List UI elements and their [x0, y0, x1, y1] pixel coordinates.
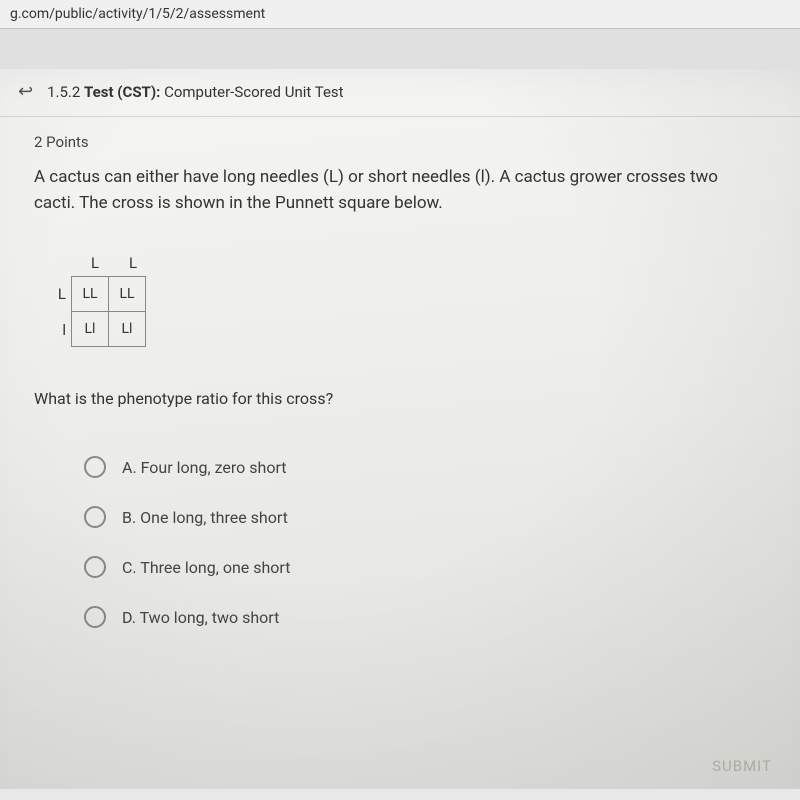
url-text: g.com/public/activity/1/5/2/assessment: [10, 6, 265, 22]
test-label: Test (CST):: [84, 83, 160, 101]
back-icon[interactable]: ↪: [18, 81, 33, 102]
sub-question: What is the phenotype ratio for this cro…: [34, 389, 770, 408]
option-label: Two long, two short: [140, 608, 280, 627]
option-letter: D.: [122, 608, 136, 627]
option-letter: C.: [122, 558, 137, 577]
assessment-page: ↪ 1.5.2 Test (CST): Computer-Scored Unit…: [0, 69, 800, 789]
test-name: Computer-Scored Unit Test: [164, 83, 343, 101]
cell-1-1: Ll: [108, 311, 146, 347]
option-label: Three long, one short: [140, 558, 290, 577]
option-label: Four long, zero short: [141, 458, 287, 477]
option-text-c: C. Three long, one short: [122, 558, 290, 577]
option-b[interactable]: B. One long, three short: [84, 506, 770, 528]
test-header: ↪ 1.5.2 Test (CST): Computer-Scored Unit…: [0, 69, 800, 117]
radio-icon: [84, 606, 106, 628]
row-label-1: l: [42, 321, 72, 339]
radio-icon: [84, 556, 106, 578]
punnett-top-labels: L L: [76, 254, 770, 276]
content-area: 2 Points A cactus can either have long n…: [0, 117, 800, 628]
points-label: 2 Points: [34, 133, 770, 151]
question-text: A cactus can either have long needles (L…: [34, 165, 734, 216]
cell-0-1: LL: [108, 276, 146, 312]
submit-button[interactable]: SUBMIT: [712, 757, 772, 775]
cell-0-0: LL: [71, 276, 109, 312]
options-list: A. Four long, zero short B. One long, th…: [84, 456, 770, 628]
test-number: 1.5.2: [47, 83, 80, 101]
punnett-row-1: l Ll Ll: [42, 312, 770, 347]
option-letter: B.: [122, 508, 136, 527]
option-text-a: A. Four long, zero short: [122, 458, 287, 477]
toolbar-spacer: [0, 29, 800, 69]
option-d[interactable]: D. Two long, two short: [84, 606, 770, 628]
radio-icon: [84, 506, 106, 528]
option-text-b: B. One long, three short: [122, 508, 288, 527]
punnett-row-0: L LL LL: [42, 276, 770, 312]
option-c[interactable]: C. Three long, one short: [84, 556, 770, 578]
option-a[interactable]: A. Four long, zero short: [84, 456, 770, 478]
option-letter: A.: [122, 458, 137, 477]
col-label-0: L: [76, 254, 114, 276]
row-label-0: L: [42, 285, 72, 303]
radio-icon: [84, 456, 106, 478]
col-label-1: L: [114, 254, 152, 276]
cell-1-0: Ll: [71, 311, 109, 347]
url-bar[interactable]: g.com/public/activity/1/5/2/assessment: [0, 0, 800, 29]
option-label: One long, three short: [140, 508, 288, 527]
test-title: 1.5.2 Test (CST): Computer-Scored Unit T…: [47, 83, 343, 101]
punnett-square: L L L LL LL l Ll Ll: [42, 254, 770, 347]
option-text-d: D. Two long, two short: [122, 608, 279, 627]
